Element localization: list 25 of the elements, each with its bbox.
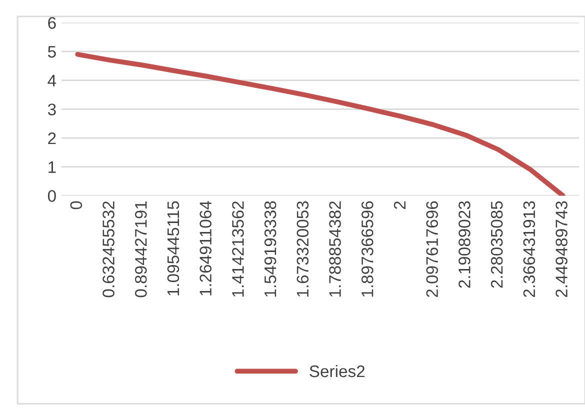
y-tick-label: 0 bbox=[48, 190, 56, 202]
x-tick-label: 1.414213562 bbox=[232, 201, 244, 297]
x-tick-label: 1.264911064 bbox=[200, 201, 212, 296]
line-series bbox=[75, 52, 566, 196]
y-tick-label: 3 bbox=[48, 104, 56, 116]
y-tick-label: 6 bbox=[48, 17, 56, 29]
x-tick-label: 0.894427191 bbox=[134, 201, 147, 298]
x-tick-label: 1.788854382 bbox=[329, 201, 341, 297]
x-tick-label: 1.095445115 bbox=[167, 201, 180, 296]
x-tick-label: 0 bbox=[70, 201, 82, 210]
x-tick-label: 2.366431913 bbox=[523, 201, 536, 298]
y-tick-label: 2 bbox=[48, 132, 56, 144]
x-tick-label: 2.097617696 bbox=[426, 201, 438, 298]
x-tick-label: 2.449489743 bbox=[556, 201, 568, 298]
y-tick-label: 4 bbox=[48, 74, 56, 86]
x-tick-label: 2.28035085 bbox=[490, 201, 503, 288]
x-tick-label: 2.19089023 bbox=[458, 201, 470, 288]
y-tick-label: 5 bbox=[48, 46, 56, 58]
x-tick-label: 0.632455532 bbox=[102, 201, 114, 298]
x-tick-label: 1.549193338 bbox=[264, 201, 276, 297]
legend-label: Series2 bbox=[310, 364, 365, 378]
x-tick-label: 1.673320053 bbox=[296, 201, 309, 297]
y-tick-label: 1 bbox=[48, 161, 56, 173]
x-tick-label: 2 bbox=[394, 201, 406, 209]
x-tick-label: 1.897366596 bbox=[361, 201, 374, 297]
